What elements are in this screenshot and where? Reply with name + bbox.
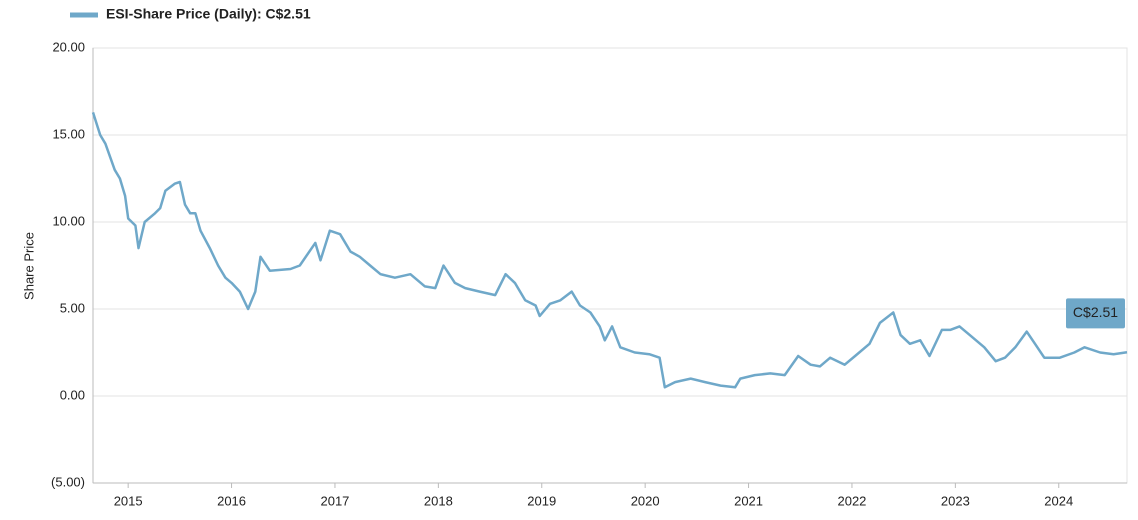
annotation-box (1066, 298, 1125, 329)
x-tick-label: 2023 (941, 493, 970, 508)
x-tick-label: 2020 (631, 493, 660, 508)
plot-frame (92, 47, 1128, 484)
x-tick-label: 2022 (837, 493, 866, 508)
price-line (91, 112, 1128, 389)
x-tick-label: 2018 (424, 493, 453, 508)
y-tick-label: 5.00 (60, 300, 85, 315)
x-tick-label: 2015 (114, 493, 143, 508)
x-tick-label: 2017 (320, 493, 349, 508)
y-tick-label: 15.00 (52, 126, 85, 141)
annotation-label: C$2.51 (1073, 304, 1118, 320)
x-tick-label: 2019 (527, 493, 556, 508)
x-tick-label: 2016 (217, 493, 246, 508)
legend-label: ESI-Share Price (Daily): C$2.51 (106, 6, 311, 22)
y-axis-label: Share Price (21, 232, 36, 300)
y-tick-label: 20.00 (52, 39, 85, 54)
y-tick-label: (5.00) (51, 474, 85, 489)
y-tick-label: 0.00 (60, 387, 85, 402)
y-tick-label: 10.00 (52, 213, 85, 228)
x-tick-label: 2021 (734, 493, 763, 508)
x-tick-label: 2024 (1044, 493, 1073, 508)
